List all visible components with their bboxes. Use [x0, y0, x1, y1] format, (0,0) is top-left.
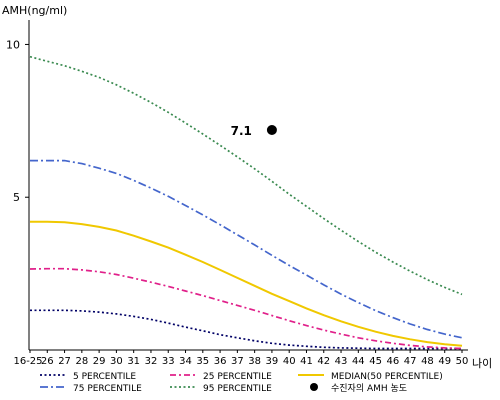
- legend-label: MEDIAN(50 PERCENTILE): [331, 372, 443, 382]
- y-tick-label: 10: [6, 38, 20, 51]
- legend-label: 수진자의 AMH 농도: [331, 383, 407, 394]
- x-tick-label: 31: [127, 356, 140, 367]
- plot-area: [28, 20, 468, 351]
- x-tick-label: 30: [110, 356, 123, 367]
- x-tick-label: 49: [438, 356, 451, 367]
- x-tick-label: 36: [214, 356, 227, 367]
- x-axis-label: 나이: [472, 357, 492, 370]
- x-tick-label: 33: [162, 356, 175, 367]
- legend: 5 PERCENTILE 25 PERCENTILE MEDIAN(50 PERCE…: [40, 372, 443, 394]
- series-lines: [29, 55, 463, 350]
- x-tick-label: 26: [41, 356, 54, 367]
- x-tick-label: 28: [75, 356, 88, 367]
- patient-value-point: [266, 125, 277, 135]
- y-axis-label: AMH(ng/ml): [2, 4, 67, 17]
- x-tick-label: 41: [300, 356, 313, 367]
- legend-label: 25 PERCENTILE: [203, 372, 272, 382]
- y-ticks: 5 10: [6, 38, 29, 204]
- series-line-4: [29, 55, 463, 296]
- patient-value-label: 7.1: [231, 124, 252, 138]
- x-tick-label: 42: [317, 356, 330, 367]
- x-tick-label: 34: [179, 356, 192, 367]
- x-tick-label: 40: [283, 356, 296, 367]
- y-tick-label: 5: [13, 191, 20, 204]
- x-tick-label: 16-25: [13, 356, 42, 367]
- x-tick-label: 46: [387, 356, 400, 367]
- x-tick-label: 39: [266, 356, 279, 367]
- x-tick-label: 32: [145, 356, 158, 367]
- x-tick-label: 48: [421, 356, 434, 367]
- patient-marker: 7.1: [231, 124, 277, 138]
- series-line-0: [30, 309, 462, 350]
- legend-label: 5 PERCENTILE: [73, 372, 136, 382]
- x-tick-label: 29: [93, 356, 106, 367]
- series-line-1: [29, 267, 463, 350]
- x-tick-label: 27: [58, 356, 71, 367]
- x-tick-label: 44: [352, 356, 365, 367]
- legend-label: 95 PERCENTILE: [203, 384, 272, 394]
- x-tick-label: 45: [369, 356, 382, 367]
- x-tick-label: 50: [456, 356, 469, 367]
- x-tick-label: 43: [335, 356, 348, 367]
- x-tick-label: 35: [196, 356, 209, 367]
- x-tick-label: 38: [248, 356, 261, 367]
- legend-label: 75 PERCENTILE: [73, 384, 142, 394]
- x-tick-label: 47: [404, 356, 417, 367]
- x-tick-label: 37: [231, 356, 244, 367]
- series-line-2: [30, 220, 463, 347]
- legend-swatch: [310, 383, 318, 391]
